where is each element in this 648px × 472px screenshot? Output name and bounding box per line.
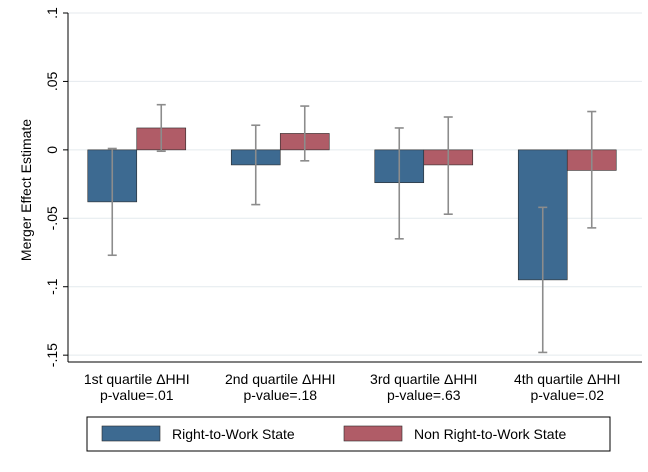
error-bar-rtw-4 [538, 206, 548, 354]
error-bar-nonrtw-3 [443, 116, 453, 215]
error-bar-nonrtw-1 [156, 103, 166, 153]
legend: Right-to-Work State Non Right-to-Work Sta… [86, 416, 611, 452]
category-pvalue: p-value=.02 [530, 387, 604, 403]
category-pvalue: p-value=.01 [100, 387, 174, 403]
y-tick-label: .05 [44, 71, 60, 91]
y-tick-label: -.1 [44, 278, 60, 295]
category-label: 2nd quartile ΔHHI [225, 371, 336, 387]
axes: .1 .05 0 -.05 -.1 -.15 [44, 7, 642, 367]
error-bar-rtw-2 [251, 124, 261, 206]
bars [87, 127, 617, 281]
error-bars [107, 103, 597, 354]
y-tick-label: -.15 [44, 343, 60, 367]
error-bar-nonrtw-4 [587, 110, 597, 229]
category-label: 1st quartile ΔHHI [84, 371, 190, 387]
y-axis-title: Merger Effect Estimate [18, 119, 34, 261]
error-bar-nonrtw-2 [300, 105, 310, 162]
error-bar-rtw-1 [107, 147, 117, 257]
legend-label-rtw: Right-to-Work State [172, 426, 295, 442]
category-label: 4th quartile ΔHHI [514, 371, 621, 387]
legend-swatch-nonrtw [343, 425, 403, 442]
y-tick-label: -.05 [44, 206, 60, 230]
y-tick-label: 0 [44, 146, 60, 154]
error-bar-rtw-3 [394, 127, 404, 240]
category-label: 3rd quartile ΔHHI [370, 371, 477, 387]
category-pvalue: p-value=.63 [387, 387, 461, 403]
legend-label-nonrtw: Non Right-to-Work State [414, 426, 566, 442]
category-pvalue: p-value=.18 [243, 387, 317, 403]
legend-swatch-rtw [101, 425, 161, 442]
y-tick-label: .1 [44, 7, 60, 19]
